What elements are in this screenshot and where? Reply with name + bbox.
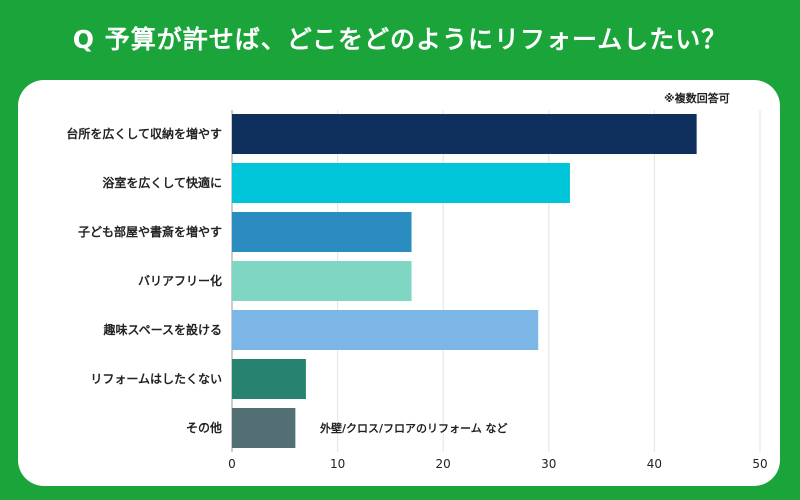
bar-layer (232, 114, 697, 448)
category-label: 台所を広くして収納を増やす (66, 126, 222, 141)
bar (232, 359, 306, 399)
x-tick-label: 20 (436, 457, 451, 471)
x-tick-label: 40 (647, 457, 662, 471)
bar (232, 310, 539, 350)
multiple-answers-note: ※複数回答可 (664, 92, 730, 105)
x-tick-label: 30 (541, 457, 556, 471)
bar (232, 114, 697, 154)
x-tick-label: 50 (752, 457, 767, 471)
bar (232, 163, 570, 203)
category-label: バリアフリー化 (138, 273, 222, 288)
page-title: Q 予算が許せば、どこをどのようにリフォームしたい？ (72, 25, 728, 54)
category-label: 浴室を広くして快適に (102, 175, 222, 190)
category-label: リフォームはしたくない (90, 372, 222, 386)
x-tick-label: 0 (228, 457, 236, 471)
x-tick-label: 10 (330, 457, 345, 471)
category-label: その他 (186, 420, 222, 435)
bar (232, 408, 296, 448)
bar (232, 261, 412, 301)
category-label: 趣味スペースを設ける (102, 322, 222, 337)
other-annotation: 外壁/クロス/フロアのリフォーム など (319, 421, 508, 435)
category-label-layer: 台所を広くして収納を増やす浴室を広くして快適に子ども部屋や書斎を増やすバリアフリ… (66, 126, 222, 435)
category-label: 子ども部屋や書斎を増やす (78, 224, 222, 239)
bar (232, 212, 412, 252)
tick-label-layer: 0 10 20 30 40 50 (228, 457, 767, 471)
